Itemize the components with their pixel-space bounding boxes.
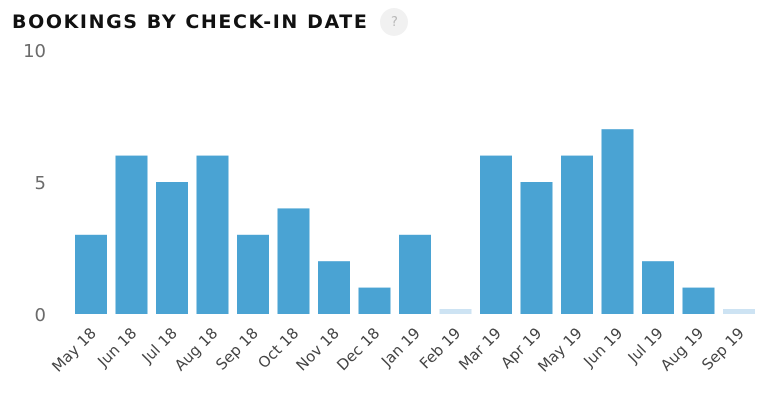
x-tick-label: May 19	[534, 324, 586, 376]
chart-title: BOOKINGS BY CHECK-IN DATE	[12, 11, 369, 33]
bar-nov-18[interactable]	[318, 261, 350, 314]
x-tick-label: Mar 19	[455, 324, 505, 374]
bar-sep-19[interactable]	[723, 309, 755, 314]
x-tick-label: Aug 19	[657, 324, 707, 374]
x-tick-label: Dec 18	[333, 324, 383, 374]
bar-jan-19[interactable]	[399, 234, 431, 314]
help-icon[interactable]: ?	[380, 8, 409, 36]
bar-jun-19[interactable]	[601, 129, 634, 314]
bar-oct-18[interactable]	[277, 208, 310, 314]
bar-apr-19[interactable]	[520, 182, 553, 314]
y-tick-label: 0	[35, 305, 46, 326]
x-tick-label: Jan 19	[377, 324, 424, 371]
bar-sep-18[interactable]	[237, 234, 269, 314]
bar-jun-18[interactable]	[115, 155, 148, 314]
x-tick-label: Jun 18	[93, 324, 140, 371]
bar-jul-19[interactable]	[642, 261, 674, 314]
x-tick-label: Sep 18	[212, 324, 262, 374]
x-tick-label: Sep 19	[698, 324, 748, 374]
x-tick-label: May 18	[48, 324, 100, 376]
y-tick-label: 5	[35, 173, 46, 194]
chart-header: BOOKINGS BY CHECK-IN DATE ?	[12, 8, 409, 36]
y-tick-label: 10	[23, 41, 46, 62]
bar-aug-19[interactable]	[682, 287, 715, 314]
x-tick-label: Aug 18	[171, 324, 221, 374]
bar-may-18[interactable]	[75, 234, 107, 314]
bar-dec-18[interactable]	[358, 287, 391, 314]
x-tick-label: Feb 19	[416, 324, 464, 372]
x-tick-label: Jun 19	[579, 324, 626, 371]
bar-aug-18[interactable]	[196, 155, 229, 314]
x-tick-label: Nov 18	[293, 324, 343, 374]
bar-may-19[interactable]	[561, 155, 593, 314]
bar-mar-19[interactable]	[480, 155, 512, 314]
bar-feb-19[interactable]	[439, 309, 472, 314]
bar-jul-18[interactable]	[156, 182, 188, 314]
